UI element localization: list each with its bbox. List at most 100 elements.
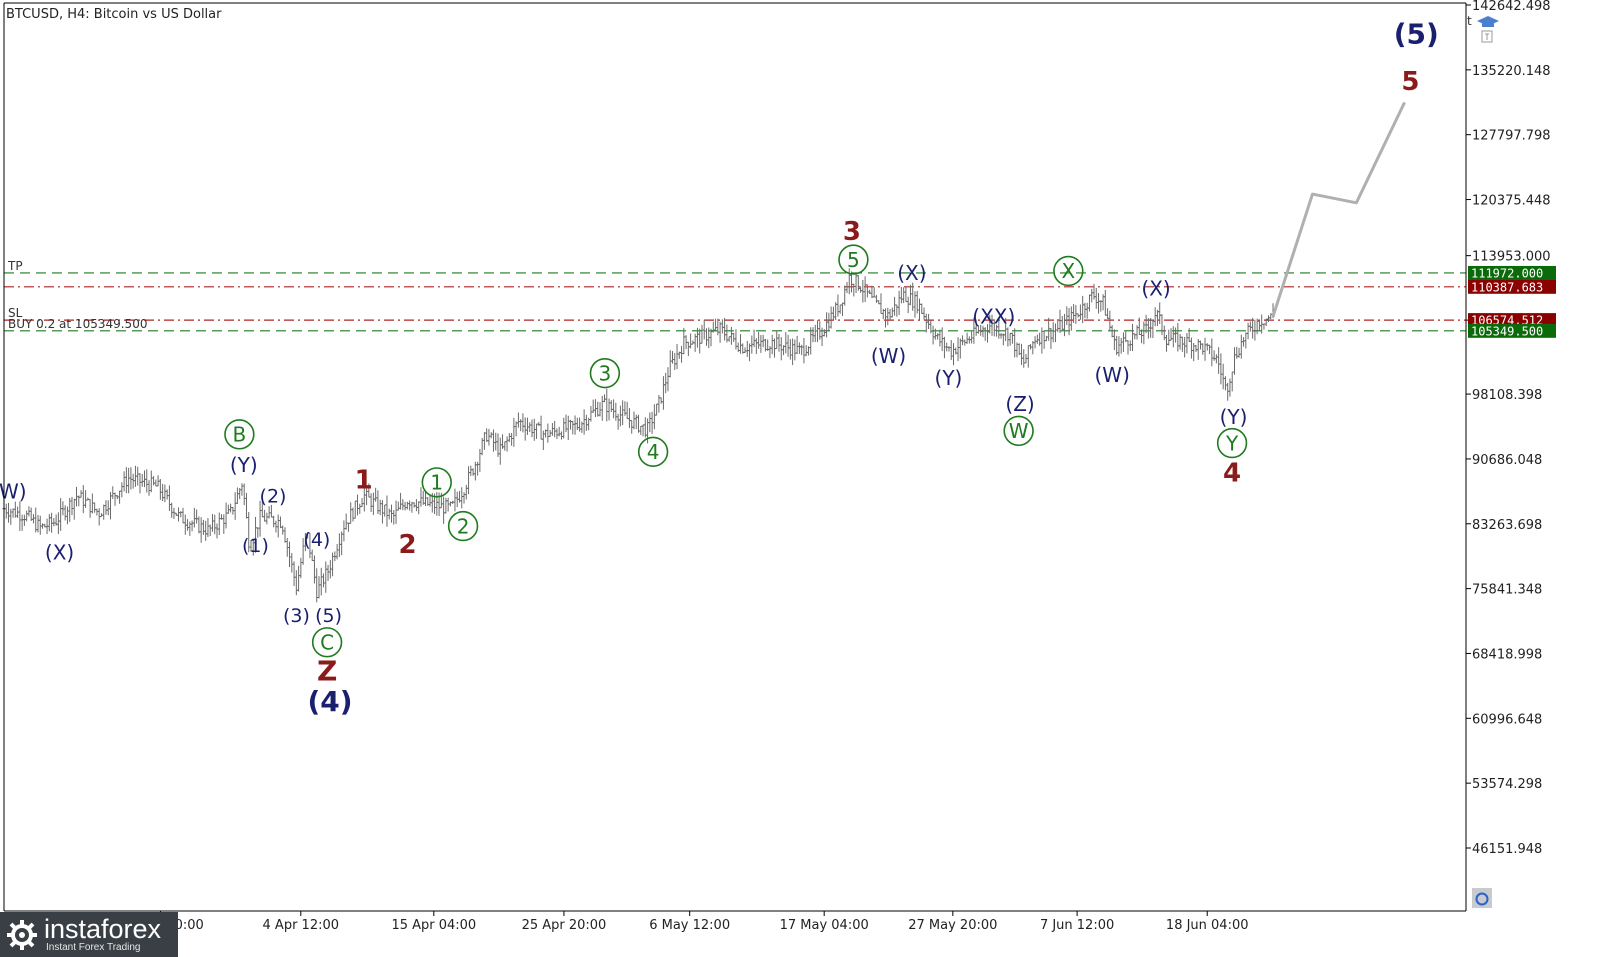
wave-label-group: (5)	[1394, 17, 1439, 50]
y-tick-label: 46151.948	[1472, 842, 1542, 857]
wave-label: 4	[647, 440, 660, 464]
wave-label-group: (Y)	[935, 366, 963, 390]
wave-label: (W)	[1095, 363, 1130, 387]
graduation-cap-icon[interactable]: t	[1463, 10, 1503, 50]
wave-label-group: (XX)	[972, 305, 1015, 329]
wave-label-group: (W)	[1095, 363, 1130, 387]
wave-label-group: 4	[1223, 458, 1241, 488]
x-tick-label: 15 Apr 04:00	[391, 918, 476, 933]
wave-label: (X)	[1141, 277, 1170, 301]
wave-label: (5)	[315, 605, 342, 627]
wave-label-group: (X)	[1141, 277, 1170, 301]
price-badge-TP	[1468, 265, 1556, 280]
wave-label-group: (5)	[315, 605, 342, 627]
forecast-layer	[1271, 101, 1406, 317]
wave-label: (X)	[45, 540, 74, 564]
wave-label: 3	[599, 361, 612, 385]
wave-label: (3)	[283, 605, 310, 627]
logo-name: instaforex	[44, 914, 162, 944]
wave-label: (4)	[303, 529, 330, 551]
wave-circle	[838, 244, 869, 275]
frame-layer	[3, 2, 1467, 912]
wave-label: (4)	[307, 685, 352, 718]
y-tick-label: 83263.698	[1472, 518, 1542, 533]
wave-circle	[1216, 427, 1248, 459]
wave-label: B	[233, 423, 247, 447]
y-tick-label: 75841.348	[1472, 583, 1542, 598]
wave-circle	[1053, 255, 1084, 287]
wave-label-group: (2)	[260, 485, 287, 507]
corner-t-label: t	[1467, 14, 1472, 28]
wave-label-group: 5	[1401, 67, 1419, 97]
wave-circle	[224, 419, 255, 450]
y-tick-label: 120375.448	[1472, 194, 1551, 209]
wave-label-group: C	[311, 627, 343, 658]
wave-label: (X)	[897, 261, 926, 285]
price-badge-BUY	[1468, 323, 1556, 338]
wave-label-group: W	[1003, 415, 1034, 447]
price-badge-text-level-2: 110387.683	[1471, 280, 1543, 294]
wave-label: 1	[355, 465, 373, 495]
wave-label: 5	[847, 248, 860, 272]
wave-label: X	[1061, 259, 1075, 283]
wave-label-group: (X)	[45, 540, 74, 564]
y-tick-label: 127797.798	[1472, 129, 1551, 144]
wave-label-group: (Y)	[230, 453, 258, 477]
wave-label-group: (X)	[897, 261, 926, 285]
x-tick-label: 7 Jun 12:00	[1040, 918, 1114, 933]
wave-label: (W)	[871, 344, 906, 368]
y-tick-label: 53574.298	[1472, 777, 1542, 792]
wave-label: (2)	[260, 485, 287, 507]
triangle-icon[interactable]	[1472, 888, 1492, 908]
wave-label-group: B	[224, 419, 255, 450]
y-tick-label: 113953.000	[1472, 250, 1551, 265]
level-label-BUY: BUY 0.2 at 105349.500	[8, 317, 147, 331]
wave-label-group: (1)	[242, 535, 269, 557]
wave-label: 1	[430, 471, 443, 495]
y-tick-label: 142642.498	[1472, 0, 1551, 14]
candles-layer	[2, 268, 1275, 603]
wave-label: 5	[1401, 67, 1419, 97]
wave-label: 4	[1223, 458, 1241, 488]
price-badge-SL	[1468, 313, 1556, 328]
wave-label-group: 1	[421, 467, 452, 498]
wave-label: (Y)	[1220, 405, 1248, 429]
chart-title: BTCUSD, H4: Bitcoin vs US Dollar	[6, 7, 222, 22]
x-tick-label: 4 Apr 12:00	[263, 918, 340, 933]
price-badge-text-TP: 111972.000	[1471, 266, 1543, 280]
wave-label-group: 2	[447, 510, 479, 542]
price-badge-level-2	[1468, 279, 1556, 294]
corner-tools[interactable]: t	[1463, 10, 1503, 50]
wave-label-group: X	[1053, 255, 1084, 287]
wave-label-group: 5	[838, 244, 869, 275]
wave-label: (Z)	[1005, 392, 1034, 416]
wave-circle	[311, 627, 343, 658]
wave-label: 2	[398, 530, 416, 560]
wave-label-group: Z	[317, 654, 337, 687]
wave-label-group: (W)	[871, 344, 906, 368]
wave-label-group: 1	[355, 465, 373, 495]
wave-label-group: (Y)	[1220, 405, 1248, 429]
wave-label: (XX)	[972, 305, 1015, 329]
y-tick-label: 60996.648	[1472, 712, 1542, 727]
x-tick-label: 17 May 04:00	[780, 918, 869, 933]
wave-circle	[637, 436, 669, 468]
level-label-SL: SL	[8, 306, 23, 320]
x-tick-label: 25 Apr 20:00	[522, 918, 607, 933]
wave-label-group: 2	[398, 530, 416, 560]
wave-label-group: (3)	[283, 605, 310, 627]
wave-label: (5)	[1394, 17, 1439, 50]
wave-label: (1)	[242, 535, 269, 557]
wave-circle	[447, 510, 479, 542]
wave-label: C	[320, 630, 334, 654]
x-tick-label: 27 May 20:00	[908, 918, 997, 933]
price-badge-text-BUY: 105349.500	[1471, 324, 1543, 338]
wave-circle	[421, 467, 452, 498]
wave-label-group: (Z)	[1005, 392, 1034, 416]
axis-layer: 142642.498 135220.148 127797.798 120375.448…	[117, 0, 1551, 933]
x-tick-label: 6 May 12:00	[649, 918, 730, 933]
wave-label-group: (4)	[307, 685, 352, 718]
